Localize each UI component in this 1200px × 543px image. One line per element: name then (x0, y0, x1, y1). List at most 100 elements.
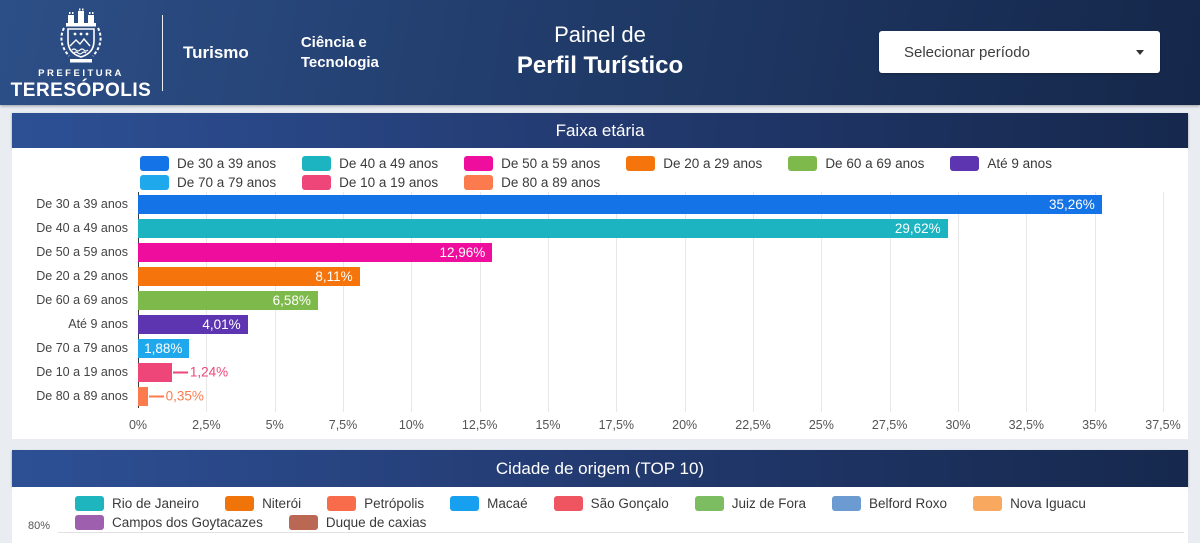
legend-swatch (75, 495, 104, 511)
x-axis-tick-label: 2,5% (192, 418, 221, 432)
bar-row: De 80 a 89 anos 0,35% (12, 384, 1163, 408)
legend-item[interactable]: De 60 a 69 anos (788, 154, 924, 172)
bar-track: 8,11% (138, 264, 1163, 288)
legend-item-label: De 30 a 39 anos (177, 155, 277, 171)
legend-item[interactable]: Belford Roxo (832, 494, 947, 512)
value-leader-line (172, 371, 188, 373)
bar-value-label: 4,01% (202, 316, 241, 332)
faixa-legend: De 30 a 39 anos De 40 a 49 anos De 50 a 59… (140, 154, 1188, 191)
bar-track: 12,96% (138, 240, 1163, 264)
legend-item[interactable]: Nova Iguacu (973, 494, 1086, 512)
legend-item-label: De 40 a 49 anos (339, 155, 439, 171)
teresopolis-coat-of-arms (60, 8, 102, 62)
legend-item[interactable]: De 10 a 19 anos (302, 173, 438, 191)
legend-item[interactable]: Campos dos Goytacazes (75, 513, 263, 531)
legend-row: Campos dos Goytacazes Duque de caxias (75, 513, 1188, 531)
legend-swatch (553, 495, 583, 511)
bar[interactable] (138, 386, 148, 406)
period-select-dropdown[interactable]: Selecionar período (879, 31, 1160, 73)
bar-row: De 30 a 39 anos 35,26% (12, 192, 1163, 216)
bar-row: De 10 a 19 anos 1,24% (12, 360, 1163, 384)
legend-swatch (302, 174, 332, 190)
legend-item[interactable]: Macaé (450, 494, 528, 512)
brand-logo: PREFEITURA TERESÓPOLIS (0, 4, 162, 102)
bar[interactable]: 6,58% (138, 290, 318, 310)
legend-swatch (288, 514, 318, 530)
bar-track: 6,58% (138, 288, 1163, 312)
cidade-ytick-80: 80% (28, 520, 51, 532)
bar-value-label: 12,96% (439, 244, 486, 260)
legend-item-label: São Gonçalo (590, 495, 669, 511)
legend-item-label: Duque de caxias (325, 514, 427, 530)
bar-value-label: 1,88% (144, 340, 183, 356)
legend-item[interactable]: De 50 a 59 anos (464, 154, 600, 172)
bar-track: 0,35% (138, 384, 1163, 408)
legend-item-label: Niterói (262, 495, 302, 511)
bar-track: 4,01% (138, 312, 1163, 336)
x-axis-tick-label: 30% (945, 418, 971, 432)
bar-row: De 40 a 49 anos 29,62% (12, 216, 1163, 240)
x-axis-tick-label: 35% (1082, 418, 1108, 432)
legend-swatch (832, 495, 862, 511)
legend-swatch (626, 155, 656, 171)
bar-track: 29,62% (138, 216, 1163, 240)
x-axis-tick-label: 17,5% (598, 418, 635, 432)
cidade-legend: Rio de Janeiro Niterói Petrópolis Macaé São … (75, 494, 1188, 531)
x-axis-tick-label: 32,5% (1008, 418, 1045, 432)
faixa-rows: De 30 a 39 anos 35,26% De 40 a 49 anos 29,6… (12, 192, 1163, 408)
legend-item[interactable]: Juiz de Fora (694, 494, 806, 512)
legend-row: Rio de Janeiro Niterói Petrópolis Macaé São … (75, 494, 1188, 512)
bar-value-label: 0,35% (148, 388, 204, 404)
legend-item[interactable]: De 30 a 39 anos (140, 154, 276, 172)
legend-item-label: Belford Roxo (869, 495, 948, 511)
bar-value-label: 6,58% (272, 292, 311, 308)
bar-category-label: De 70 a 79 anos (36, 341, 128, 355)
legend-item[interactable]: Petrópolis (327, 494, 424, 512)
bar-row: De 20 a 29 anos 8,11% (12, 264, 1163, 288)
legend-row: De 70 a 79 anos De 10 a 19 anos De 80 a 89… (140, 173, 1188, 191)
x-axis-tick-label: 12,5% (461, 418, 498, 432)
bar-category-label: De 10 a 19 anos (36, 365, 128, 379)
bar-value-label: 8,11% (315, 268, 353, 284)
header: PREFEITURA TERESÓPOLIS Turismo Ciência e… (0, 0, 1200, 105)
legend-item[interactable]: De 70 a 79 anos (140, 173, 276, 191)
legend-item[interactable]: São Gonçalo (553, 494, 669, 512)
legend-row: De 30 a 39 anos De 40 a 49 anos De 50 a 59… (140, 154, 1188, 172)
legend-item[interactable]: Niterói (225, 494, 301, 512)
bar[interactable]: 12,96% (138, 242, 493, 262)
bar[interactable]: 1,88% (138, 338, 190, 358)
legend-item[interactable]: Rio de Janeiro (75, 494, 199, 512)
x-axis-tick-label: 5% (265, 418, 284, 432)
nav-turismo: Turismo (183, 42, 249, 62)
x-axis-tick-label: 0% (128, 418, 148, 432)
legend-swatch (327, 495, 357, 511)
legend-swatch (694, 495, 724, 511)
legend-item-label: Rio de Janeiro (112, 495, 200, 511)
bar-category-label: De 40 a 49 anos (36, 221, 128, 235)
bar[interactable]: 4,01% (138, 314, 248, 334)
bar-value-text: 0,35% (165, 388, 204, 404)
bar[interactable]: 35,26% (138, 194, 1102, 214)
dropdown-caret-icon (1136, 49, 1144, 55)
bar-value-label: 29,62% (894, 220, 941, 236)
section-title-faixa-etaria: Faixa etária (555, 120, 645, 140)
bar-category-label: De 80 a 89 anos (36, 389, 128, 403)
legend-swatch (788, 155, 818, 171)
section-band-faixa-etaria: Faixa etária (12, 113, 1188, 148)
legend-item[interactable]: De 20 a 29 anos (626, 154, 762, 172)
legend-item[interactable]: Duque de caxias (288, 513, 427, 531)
legend-item[interactable]: De 80 a 89 anos (464, 173, 600, 191)
legend-item[interactable]: De 40 a 49 anos (302, 154, 438, 172)
legend-swatch (140, 155, 169, 171)
bar[interactable]: 8,11% (138, 266, 360, 286)
legend-swatch (450, 495, 480, 511)
bar[interactable] (138, 362, 172, 382)
legend-item[interactable]: Até 9 anos (950, 154, 1052, 172)
bar-value-label: 35,26% (1048, 196, 1095, 212)
x-axis-tick-label: 37,5% (1145, 418, 1181, 432)
x-axis-tick-label: 10% (398, 418, 424, 432)
legend-item-label: Petrópolis (364, 495, 425, 511)
bar[interactable]: 29,62% (138, 218, 948, 238)
x-axis-tick-label: 27,5% (871, 418, 908, 432)
bar-category-label: De 30 a 39 anos (36, 197, 128, 211)
